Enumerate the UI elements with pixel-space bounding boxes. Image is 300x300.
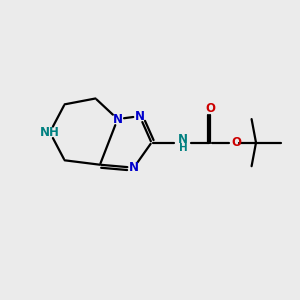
Text: N: N xyxy=(129,161,139,174)
Text: NH: NH xyxy=(40,126,60,139)
Text: N: N xyxy=(178,133,188,146)
Text: H: H xyxy=(178,143,188,153)
Text: O: O xyxy=(206,102,215,115)
Text: N: N xyxy=(135,110,145,123)
Text: O: O xyxy=(232,136,242,149)
Text: N: N xyxy=(112,112,123,126)
